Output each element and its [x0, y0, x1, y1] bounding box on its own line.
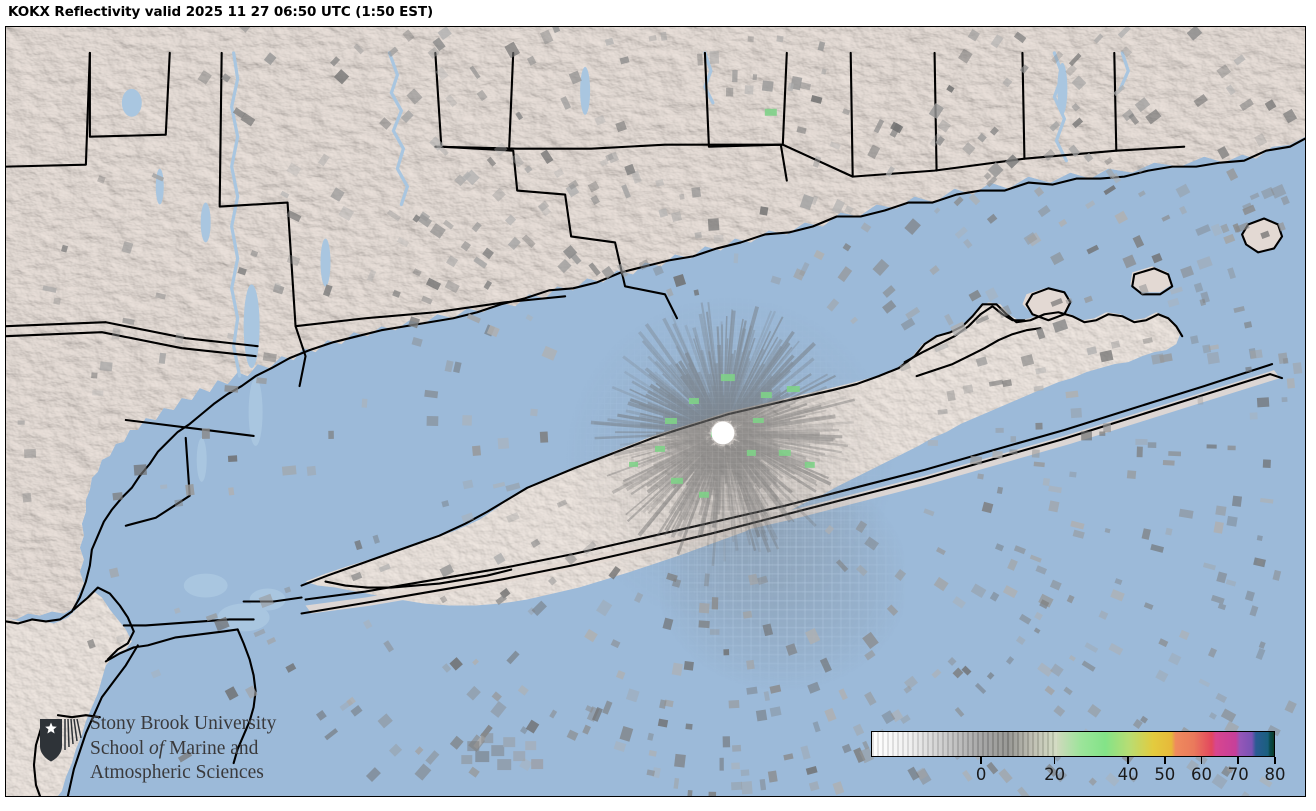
colorbar-ticks: 0 20 40 50 60 70 80 — [871, 757, 1286, 791]
colorbar-tick — [1053, 757, 1056, 764]
colorbar: 0 20 40 50 60 70 80 — [871, 731, 1286, 791]
colorbar-tick — [980, 757, 982, 764]
map-frame[interactable] — [5, 26, 1306, 797]
colorbar-tick-label: 50 — [1154, 765, 1176, 784]
colorbar-tick-label: 0 — [975, 765, 987, 784]
colorbar-tick — [1200, 757, 1203, 764]
radar-map[interactable] — [6, 27, 1305, 796]
colorbar-tick-label: 20 — [1044, 765, 1066, 784]
title-bar: KOKX Reflectivity valid 2025 11 27 06:50… — [0, 0, 1316, 26]
page-title: KOKX Reflectivity valid 2025 11 27 06:50… — [8, 4, 434, 20]
colorbar-tick — [1127, 757, 1129, 764]
colorbar-tick-label: 70 — [1227, 765, 1249, 784]
colorbar-tick-label: 80 — [1264, 765, 1286, 784]
colorbar-bar — [871, 731, 1275, 757]
isolated-cell — [461, 733, 544, 771]
cone-of-silence — [711, 421, 735, 445]
colorbar-tick — [1164, 757, 1166, 764]
colorbar-tick-label: 40 — [1117, 765, 1139, 784]
colorbar-tick — [1237, 757, 1240, 764]
colorbar-gradient — [872, 732, 1274, 756]
colorbar-discrete-bands — [872, 732, 1057, 756]
colorbar-tick-label: 60 — [1191, 765, 1213, 784]
inland-lakes-layer — [121, 62, 1068, 632]
radar-echo-layer — [17, 27, 1303, 796]
colorbar-tick — [1274, 757, 1276, 764]
